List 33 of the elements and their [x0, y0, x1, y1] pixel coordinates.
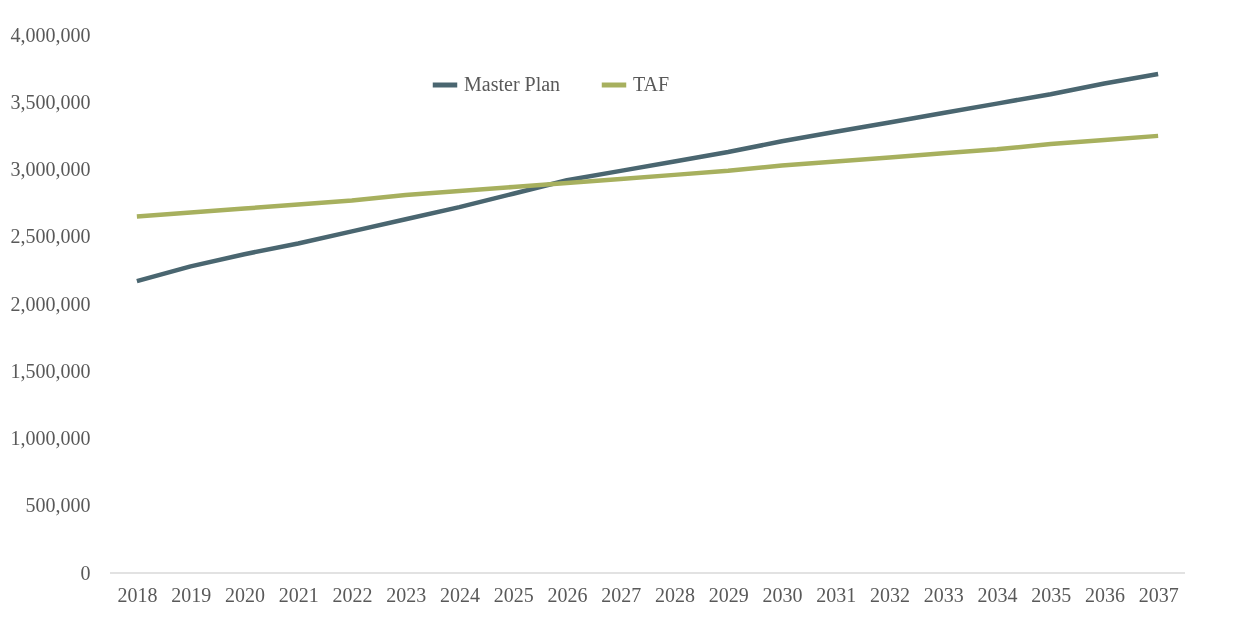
x-tick-label: 2023 — [386, 583, 427, 606]
x-tick-label: 2018 — [117, 583, 158, 606]
x-tick-label: 2019 — [171, 583, 212, 606]
legend-label: Master Plan — [464, 73, 561, 95]
x-tick-label: 2028 — [654, 583, 695, 606]
x-tick-label: 2021 — [278, 583, 319, 606]
y-tick-label: 3,000,000 — [10, 158, 91, 180]
y-tick-label: 500,000 — [25, 494, 91, 517]
x-tick-label: 2030 — [762, 583, 803, 606]
y-tick-label: 0 — [80, 561, 91, 584]
x-tick-label: 2020 — [224, 583, 265, 606]
x-tick-label: 2032 — [869, 583, 910, 606]
x-tick-label: 2025 — [493, 583, 534, 606]
x-tick-label: 2037 — [1138, 583, 1179, 606]
y-tick-label: 3,500,000 — [10, 90, 91, 113]
y-tick-label: 2,500,000 — [10, 225, 91, 248]
legend-label: TAF — [633, 73, 670, 95]
x-tick-label: 2022 — [332, 583, 373, 606]
x-tick-label: 2034 — [977, 583, 1018, 606]
y-tick-label: 1,500,000 — [10, 359, 91, 382]
y-tick-label: 1,000,000 — [10, 427, 91, 449]
x-tick-label: 2026 — [547, 583, 588, 606]
x-tick-label: 2029 — [708, 583, 749, 606]
y-tick-label: 2,000,000 — [10, 292, 91, 315]
line-series — [134, 133, 1161, 219]
x-tick-label: 2027 — [601, 583, 642, 606]
line-series — [134, 71, 1161, 284]
x-tick-label: 2035 — [1031, 583, 1072, 606]
x-tick-label: 2024 — [439, 583, 480, 606]
x-tick-label: 2031 — [816, 583, 857, 606]
y-tick-label: 4,000,000 — [10, 23, 91, 46]
x-tick-label: 2033 — [923, 583, 964, 606]
x-tick-label: 2036 — [1084, 583, 1125, 606]
